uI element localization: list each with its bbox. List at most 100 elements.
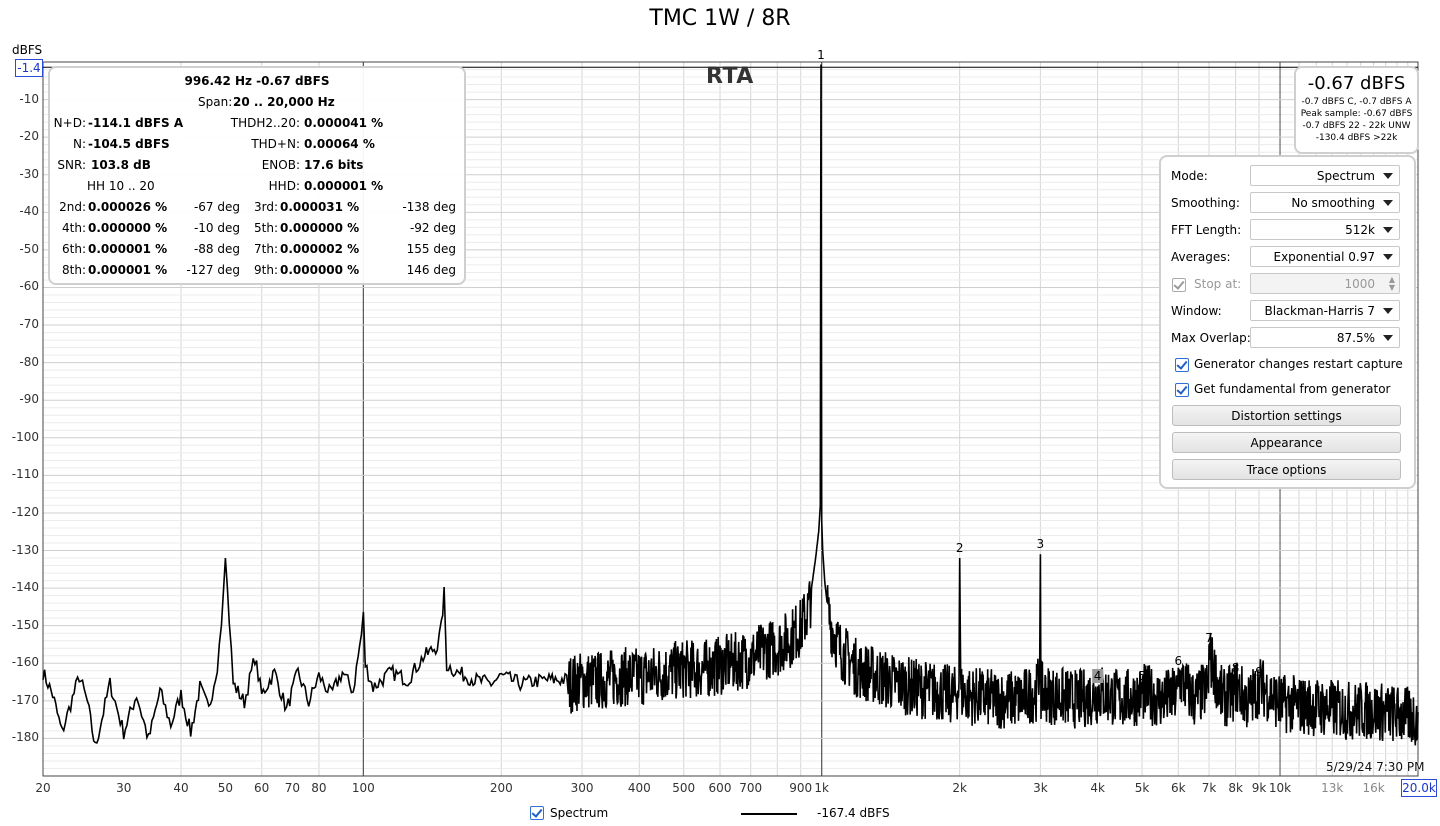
distortion-settings-button[interactable]: Distortion settings <box>1172 405 1401 426</box>
level-main-value: -0.67 dBFS <box>1307 73 1406 94</box>
x-tick-label: 700 <box>739 781 763 795</box>
x-tick-label: 5k <box>1134 781 1150 795</box>
window-value: Blackman-Harris 7 <box>1264 304 1375 318</box>
x-axis-max-box[interactable]: 20.0k <box>1401 779 1437 797</box>
level-readout-panel[interactable]: -0.67 dBFS -0.7 dBFS C, -0.7 dBFS A Peak… <box>1294 66 1419 154</box>
plot-frame <box>42 61 1419 777</box>
nd-value: -114.1 dBFS A <box>88 116 184 130</box>
distortion-stats-panel[interactable]: 996.42 Hz -0.67 dBFS Span: 20 .. 20,000 … <box>48 66 466 285</box>
legend-series-value: -167.4 dBFS <box>817 806 890 820</box>
rta-settings-panel[interactable]: Mode: Spectrum Smoothing: No smoothing F… <box>1159 155 1416 489</box>
snr-label: SNR: <box>57 158 86 172</box>
averages-select[interactable]: Exponential 0.97 <box>1250 246 1400 267</box>
harmonic-label: 9th: <box>254 263 278 277</box>
span-value: 20 .. 20,000 Hz <box>233 95 335 109</box>
peak-label-9: 9 <box>1255 665 1263 680</box>
chevron-down-icon <box>1383 227 1393 233</box>
harmonic-label: 8th: <box>62 263 86 277</box>
x-tick-label: 500 <box>672 781 696 795</box>
x-tick-label: 8k <box>1228 781 1243 795</box>
n-label: N: <box>72 137 86 151</box>
harmonic-phase: 146 deg <box>406 263 456 277</box>
y-tick-label: -180 <box>11 730 39 745</box>
max-overlap-select[interactable]: 87.5% <box>1250 327 1400 348</box>
reference-level-box[interactable]: -1.4 <box>15 59 43 78</box>
x-tick-label: 4k <box>1090 781 1105 795</box>
stop-at-checkbox[interactable] <box>1172 278 1186 292</box>
timestamp: 5/29/24 7:30 PM <box>1326 760 1425 774</box>
fundamental-from-generator-checkbox[interactable] <box>1175 383 1189 397</box>
hh-range: HH 10 .. 20 <box>87 179 155 193</box>
generator-restart-checkbox[interactable] <box>1175 358 1189 372</box>
x-tick-label: 80 <box>311 781 327 795</box>
harmonic-label: 5th: <box>254 221 278 235</box>
x-tick-label: 50 <box>217 781 234 795</box>
x-tick-label: 6k <box>1171 781 1186 795</box>
harmonic-phase: -67 deg <box>193 200 240 214</box>
x-tick-label: 9k <box>1251 781 1267 795</box>
y-tick-label: -70 <box>19 317 39 332</box>
spectrum-trace <box>42 64 1419 746</box>
level-above-22k: -130.4 dBFS >22k <box>1315 133 1398 143</box>
x-tick-label: 70 <box>284 781 300 795</box>
x-tick-label: 40 <box>173 781 189 795</box>
smoothing-value: No smoothing <box>1291 196 1375 210</box>
stop-at-label: Stop at: <box>1194 277 1242 291</box>
thdn-label: THD+N: <box>251 137 300 151</box>
fft-length-select[interactable]: 512k <box>1250 219 1400 240</box>
peak-label-3: 3 <box>1036 537 1045 552</box>
legend-series-name: Spectrum <box>550 806 609 820</box>
harmonic-label: 3rd: <box>253 200 278 214</box>
harmonic-value: 0.000002 % <box>280 242 360 256</box>
harmonic-value: 0.000000 % <box>280 221 360 235</box>
averages-label: Averages: <box>1171 250 1231 264</box>
mode-value: Spectrum <box>1316 169 1375 183</box>
x-tick-label: 2k <box>952 781 967 795</box>
y-tick-label: -140 <box>11 580 39 595</box>
x-tick-label: 400 <box>627 781 651 795</box>
legend-line-swatch <box>741 813 797 815</box>
level-peak-sample: Peak sample: -0.67 dBFS <box>1300 109 1413 119</box>
harmonic-value: 0.000026 % <box>88 200 168 214</box>
x-tick-label: 20 <box>35 781 51 795</box>
x-tick-label: 1k <box>814 781 829 795</box>
chevron-down-icon <box>1383 308 1393 314</box>
harmonic-phase: -138 deg <box>402 200 456 214</box>
y-tick-label: -110 <box>11 467 39 482</box>
harmonic-phase: -127 deg <box>186 263 240 277</box>
y-axis-unit-label: dBFS <box>12 43 43 57</box>
y-tick-label: -100 <box>11 429 39 444</box>
max-overlap-label: Max Overlap: <box>1171 331 1251 345</box>
x-tick-label: 100 <box>351 781 375 795</box>
peak-label-4: 4 <box>1091 668 1104 683</box>
trace-options-button[interactable]: Trace options <box>1172 459 1401 480</box>
mode-select[interactable]: Spectrum <box>1250 165 1400 186</box>
appearance-button[interactable]: Appearance <box>1172 432 1401 453</box>
harmonic-value: 0.000000 % <box>88 221 168 235</box>
thdn-value: 0.00064 % <box>304 137 375 151</box>
peak-label-8: 8 <box>1231 661 1240 676</box>
span-label: Span: <box>198 95 233 109</box>
harmonic-phase: -10 deg <box>193 221 240 235</box>
fundamental-readout: 996.42 Hz -0.67 dBFS <box>184 74 330 88</box>
harmonic-label: 2nd: <box>59 200 86 214</box>
harmonic-label: 7th: <box>254 242 278 256</box>
max-overlap-value: 87.5% <box>1336 331 1375 345</box>
enob-label: ENOB: <box>261 158 300 172</box>
smoothing-select[interactable]: No smoothing <box>1250 192 1400 213</box>
x-tick-label: 16k <box>1362 781 1385 795</box>
y-tick-label: -30 <box>19 166 39 181</box>
y-tick-label: -150 <box>11 617 39 632</box>
window-label: Window: <box>1171 304 1222 318</box>
y-tick-label: -90 <box>19 392 39 407</box>
stop-at-spinbox[interactable]: 1000 ▲ ▼ <box>1250 273 1400 294</box>
peak-label-1: 1 <box>817 47 825 62</box>
hhd-value: 0.000001 % <box>304 179 384 193</box>
peak-label-5: 5 <box>1138 668 1146 683</box>
peak-label-6: 6 <box>1174 653 1183 668</box>
x-tick-label: 300 <box>570 781 594 795</box>
window-select[interactable]: Blackman-Harris 7 <box>1250 300 1400 321</box>
x-tick-label: 60 <box>254 781 270 795</box>
harmonic-label: 6th: <box>62 242 86 256</box>
spectrum-visibility-checkbox[interactable] <box>530 806 544 820</box>
